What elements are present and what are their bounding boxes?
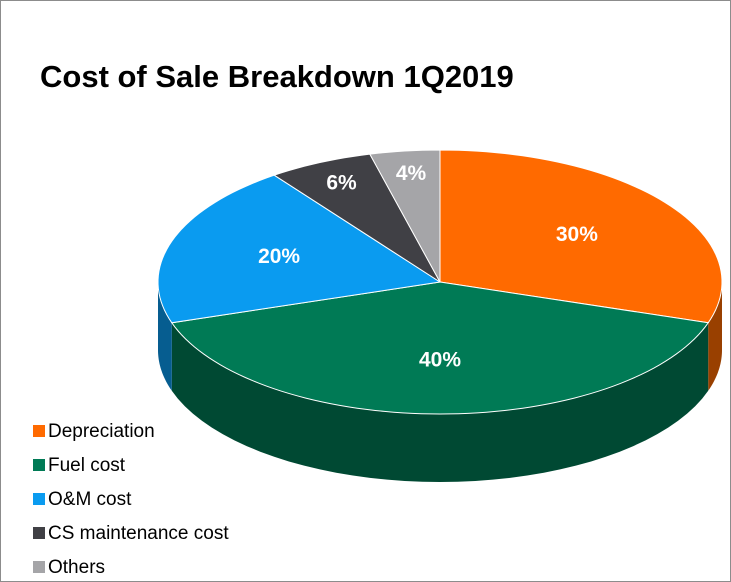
legend-label: CS maintenance cost xyxy=(48,523,229,544)
chart-title: Cost of Sale Breakdown 1Q2019 xyxy=(40,59,514,94)
pie-slice xyxy=(170,281,710,415)
legend-label: Others xyxy=(48,557,105,578)
pie-slice xyxy=(157,174,442,324)
pie-slice xyxy=(369,149,441,283)
legend-label: O&M cost xyxy=(48,489,132,510)
data-label: 6% xyxy=(326,172,357,195)
data-label: 20% xyxy=(258,245,300,268)
data-label: 40% xyxy=(419,349,461,372)
legend-swatch xyxy=(33,459,45,471)
legend-label: Fuel cost xyxy=(48,455,126,476)
legend-swatch xyxy=(33,527,45,539)
data-label: 4% xyxy=(396,162,427,185)
legend-label: Depreciation xyxy=(48,421,155,442)
legend-swatch xyxy=(33,425,45,437)
pie-side xyxy=(171,322,709,482)
data-label: 30% xyxy=(556,223,598,246)
pie-side xyxy=(708,282,722,391)
legend-swatch xyxy=(33,493,45,505)
pie-side xyxy=(158,282,172,391)
legend-swatch xyxy=(33,561,45,573)
pie-slice xyxy=(439,149,723,324)
pie-slice xyxy=(273,153,441,283)
